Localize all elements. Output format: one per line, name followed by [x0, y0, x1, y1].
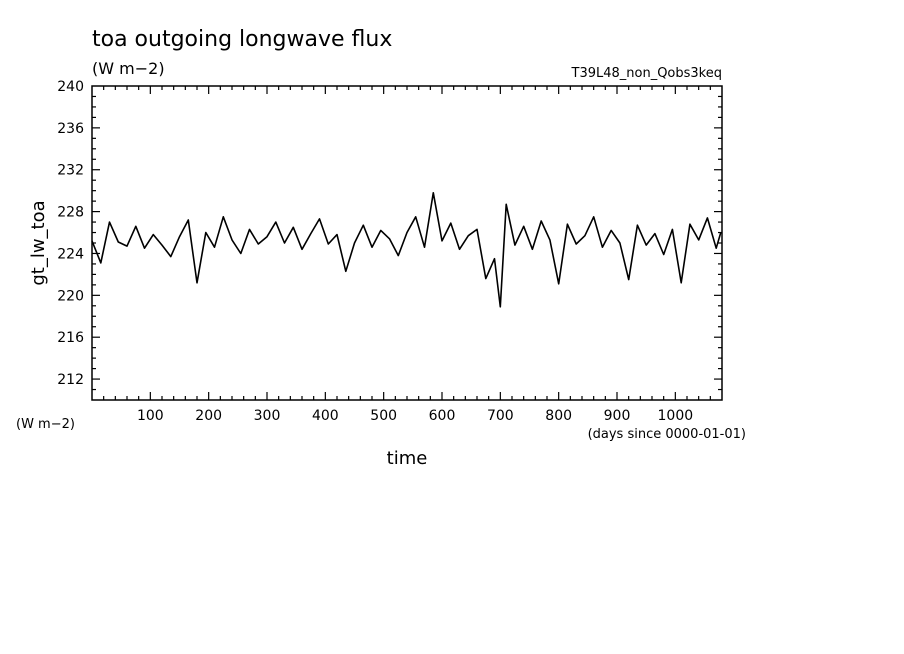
y-tick-label: 220: [57, 288, 84, 304]
y-tick-label: 212: [57, 372, 84, 388]
run-name: T39L48_non_Qobs3keq: [571, 66, 723, 81]
y-tick-label: 224: [57, 246, 84, 262]
x-axis-label: time: [387, 448, 428, 469]
y-tick-label: 236: [57, 121, 84, 137]
y-tick-label: 240: [57, 79, 84, 95]
y-axis-label: gt_lw_toa: [28, 200, 49, 285]
axis-ticks: [92, 86, 722, 400]
tick-labels: 100 200 300 400 500 600 700 800 900 1000 212 216 220…: [57, 79, 693, 424]
x-tick-label: 900: [604, 408, 631, 424]
x-axis-units: (days since 0000-01-01): [588, 427, 746, 442]
y-tick-label: 228: [57, 205, 84, 221]
x-tick-label: 700: [487, 408, 514, 424]
y-tick-label: 216: [57, 330, 84, 346]
plot-frame: [91, 85, 723, 401]
x-tick-label: 100: [137, 408, 164, 424]
y-axis-units: (W m−2): [16, 417, 75, 432]
series-line: [91, 192, 722, 308]
x-tick-label: 500: [370, 408, 397, 424]
y-tick-label: 232: [57, 163, 84, 179]
x-tick-label: 600: [429, 408, 456, 424]
x-tick-label: 400: [312, 408, 339, 424]
chart-units: (W m−2): [92, 59, 165, 78]
x-tick-label: 1000: [658, 408, 694, 424]
x-tick-label: 300: [254, 408, 281, 424]
chart-title: toa outgoing longwave flux: [92, 27, 392, 52]
x-tick-label: 800: [545, 408, 572, 424]
x-tick-label: 200: [195, 408, 222, 424]
